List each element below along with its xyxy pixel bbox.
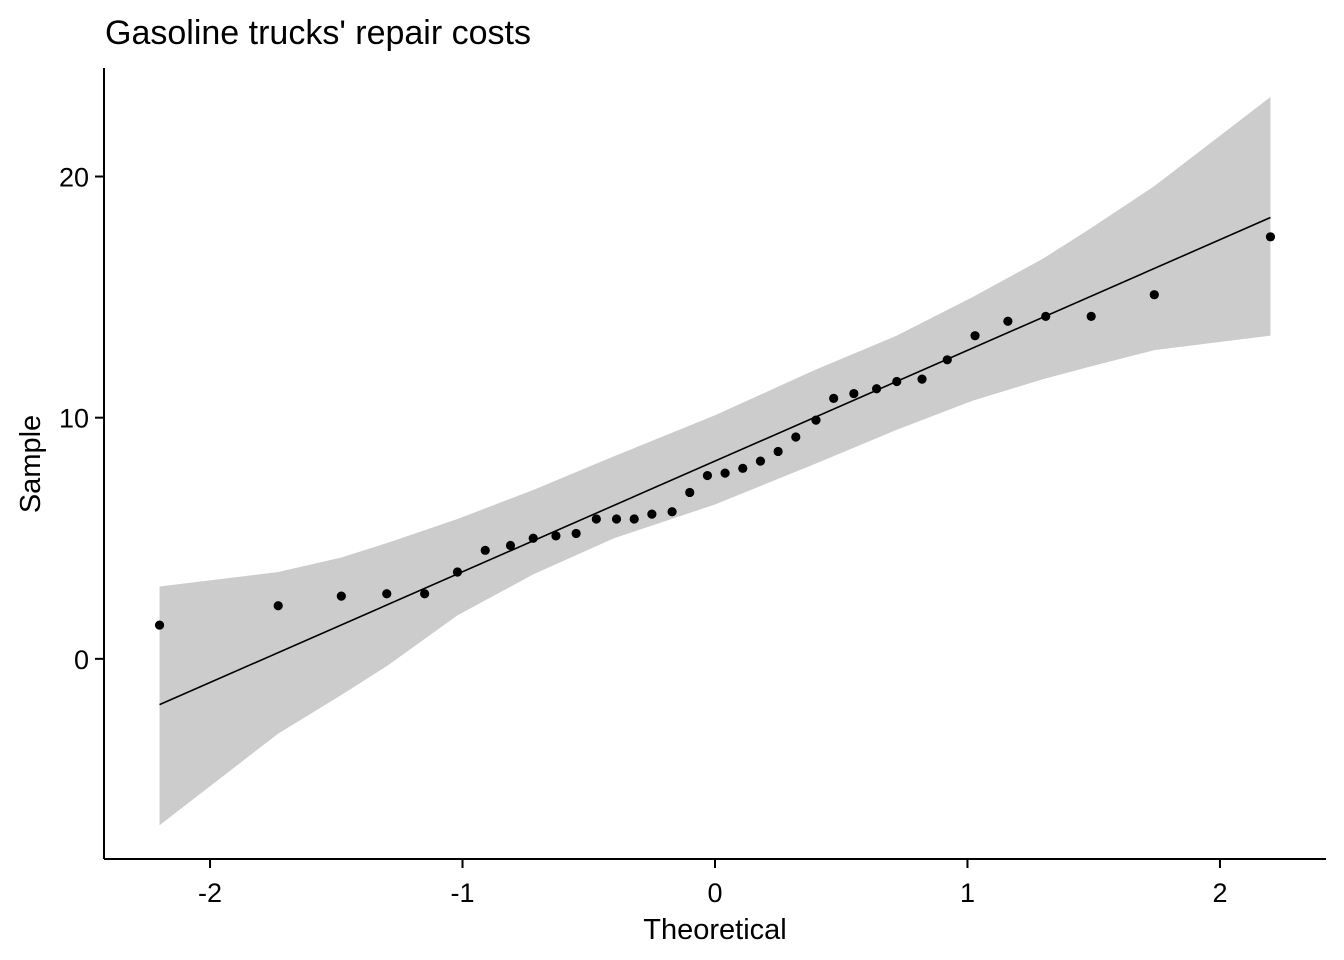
data-point: [755, 456, 766, 466]
data-point: [1149, 290, 1159, 300]
data-point: [942, 355, 952, 365]
data-point: [970, 331, 980, 341]
data-point: [871, 384, 882, 394]
data-point: [720, 468, 730, 478]
chart-title: Gasoline trucks' repair costs: [105, 14, 531, 52]
data-point: [571, 528, 581, 539]
sample-points: [154, 232, 1276, 630]
plot-area: [154, 96, 1276, 826]
data-point: [829, 393, 839, 403]
data-point: [551, 531, 561, 541]
data-point: [685, 487, 695, 498]
data-point: [452, 567, 463, 577]
y-axis: 0 10 20: [59, 68, 105, 859]
x-tick-label: -1: [451, 878, 475, 908]
data-point: [480, 545, 490, 555]
y-axis-title: Sample: [15, 415, 47, 513]
data-point: [611, 514, 622, 524]
data-point: [1003, 316, 1013, 326]
data-point: [591, 514, 601, 524]
y-tick-label: 10: [59, 404, 89, 434]
data-point: [1041, 311, 1051, 321]
data-point: [382, 589, 392, 599]
data-point: [667, 507, 677, 517]
x-axis: -2 -1 0 1 2: [104, 858, 1326, 908]
data-point: [273, 601, 283, 611]
data-point: [791, 432, 801, 442]
x-ticks: -2 -1 0 1 2: [198, 859, 1227, 908]
data-point: [917, 374, 927, 384]
data-point: [892, 376, 902, 387]
data-point: [811, 415, 821, 425]
data-point: [1086, 311, 1096, 321]
data-point: [702, 470, 713, 481]
data-point: [154, 620, 165, 630]
data-point: [505, 540, 516, 551]
reference-line: [159, 216, 1271, 706]
y-tick-label: 20: [59, 163, 89, 193]
data-point: [528, 533, 538, 543]
x-axis-title: Theoretical: [643, 914, 786, 946]
data-point: [738, 463, 748, 473]
data-point: [647, 509, 657, 519]
y-ticks: 0 10 20: [59, 163, 104, 675]
data-point: [849, 388, 859, 399]
data-point: [336, 591, 346, 601]
y-tick-label: 0: [74, 645, 89, 675]
x-tick-label: 1: [960, 878, 975, 908]
data-point: [420, 589, 430, 599]
data-point: [773, 446, 783, 457]
data-point: [629, 514, 639, 524]
x-tick-label: 2: [1212, 878, 1227, 908]
x-tick-label: -2: [198, 878, 222, 908]
x-tick-label: 0: [707, 878, 722, 908]
data-point: [1265, 232, 1276, 242]
